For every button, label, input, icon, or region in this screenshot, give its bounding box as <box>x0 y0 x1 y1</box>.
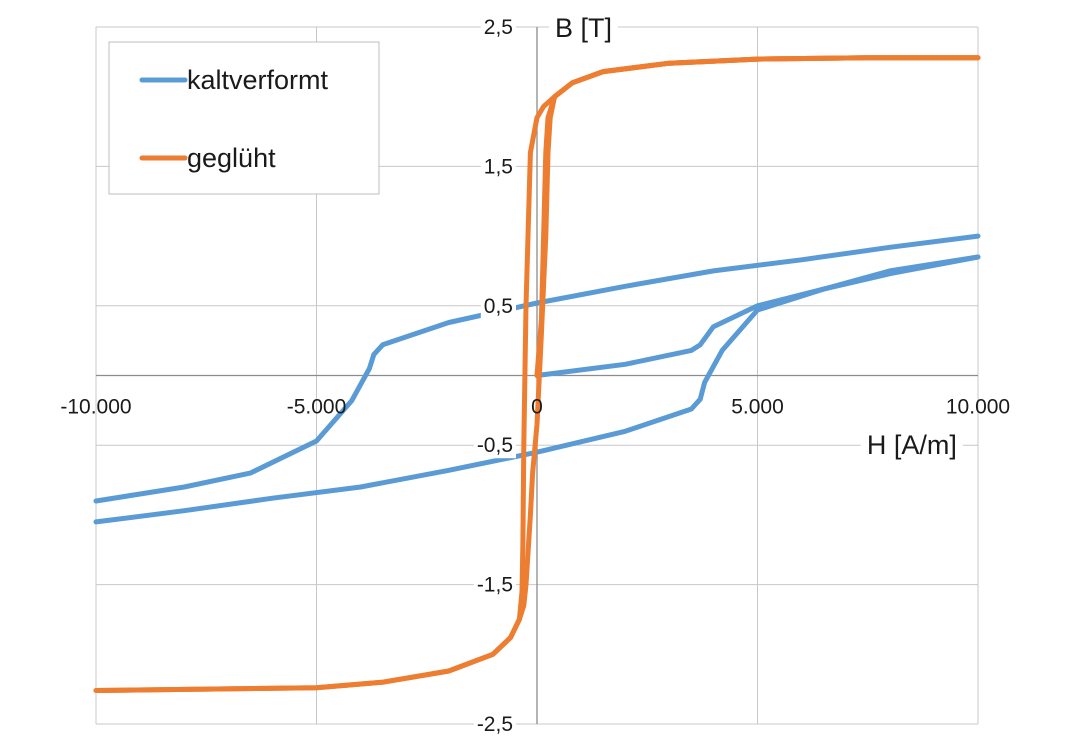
series-gegluht <box>93 55 981 693</box>
series-line-segment <box>93 254 981 525</box>
x-tick-label: 10.000 <box>946 396 1010 419</box>
legend: kaltverformt geglüht <box>108 41 380 195</box>
y-tick-label: 0,5 <box>484 295 513 318</box>
x-tick-label: 5.000 <box>731 396 784 419</box>
series-layer <box>93 55 981 693</box>
y-tick-label: -0,5 <box>477 434 513 457</box>
legend-label-gegluht: geglüht <box>187 143 276 173</box>
series-kaltverformt <box>93 233 981 525</box>
x-tick-label: 0 <box>531 396 543 419</box>
x-axis-title-background <box>860 428 963 463</box>
y-tick-label-background <box>480 15 516 40</box>
y-tick-label-background <box>473 712 516 737</box>
series-line-segment <box>93 55 981 693</box>
y-tick-label-background <box>473 572 516 598</box>
y-tick-label: -2,5 <box>477 713 513 736</box>
y-tick-label-background <box>480 154 516 180</box>
legend-box <box>108 41 380 195</box>
y-axis-title: B [T] <box>555 13 612 43</box>
series-line-segment <box>93 233 981 504</box>
y-tick-label: 2,5 <box>484 16 513 39</box>
x-axis-title: H [A/m] <box>867 430 957 460</box>
y-tick-label-background <box>473 433 516 459</box>
y-tick-label-background <box>480 293 516 319</box>
tick-labels: -10.000 -5.000 0 5.000 10.000 2,5 1,5 0,5 -0,5 -1… <box>60 15 1010 737</box>
legend-label-kaltverformt: kaltverformt <box>187 65 329 95</box>
x-tick-label: -10.000 <box>60 396 131 419</box>
x-tick-label: -5.000 <box>287 396 347 419</box>
y-axis-title-background <box>549 11 619 45</box>
y-tick-label: 1,5 <box>484 155 513 178</box>
y-tick-label: -1,5 <box>477 574 513 597</box>
